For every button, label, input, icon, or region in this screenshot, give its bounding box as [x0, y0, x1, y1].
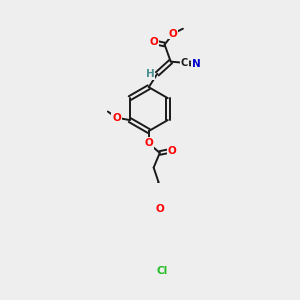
Text: Cl: Cl — [157, 266, 168, 276]
Text: O: O — [169, 28, 178, 39]
Text: C: C — [181, 58, 188, 68]
Text: O: O — [112, 112, 121, 123]
Text: H: H — [146, 69, 154, 79]
Text: O: O — [155, 204, 164, 214]
Text: N: N — [192, 59, 201, 69]
Text: O: O — [149, 37, 158, 47]
Text: O: O — [168, 146, 176, 155]
Text: O: O — [144, 138, 153, 148]
